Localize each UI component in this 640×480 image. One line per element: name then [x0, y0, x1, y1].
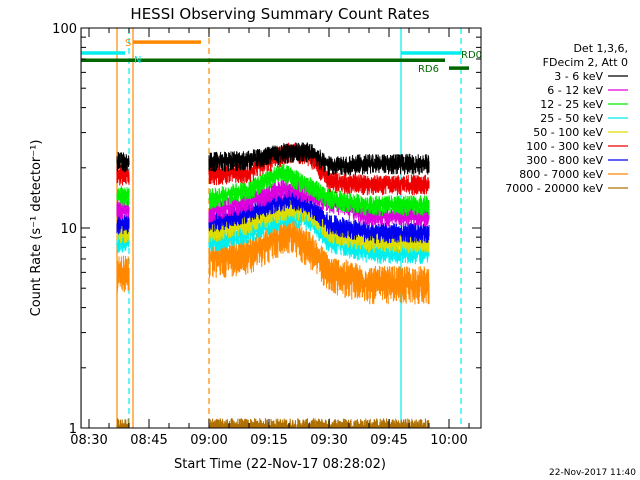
- x-tick-label: 09:15: [250, 433, 287, 448]
- chart-title: HESSI Observing Summary Count Rates: [130, 5, 429, 23]
- series-line: [208, 206, 430, 265]
- x-tick-label: 09:45: [370, 433, 407, 448]
- series-line: [208, 163, 430, 217]
- series-line: [208, 418, 430, 428]
- y-tick-label: 1: [69, 422, 77, 437]
- flag-label-rd0: RD0: [461, 50, 482, 61]
- legend-label: 800 - 7000 keV: [519, 168, 603, 181]
- legend-label: 25 - 50 keV: [540, 112, 603, 125]
- x-tick-label: 10:00: [430, 433, 467, 448]
- x-tick-label: 09:30: [310, 433, 347, 448]
- flag-label-rd6: RD6: [418, 64, 439, 75]
- legend-label: 7000 - 20000 keV: [505, 182, 603, 195]
- legend-label: 12 - 25 keV: [540, 98, 603, 111]
- timestamp: 22-Nov-2017 11:40: [549, 468, 636, 478]
- series-line: [208, 142, 430, 176]
- legend-header: Det 1,3,6,: [573, 42, 628, 55]
- legend-label: 300 - 800 keV: [526, 154, 603, 167]
- series-line: [116, 151, 130, 173]
- flag-label-saa: S: [125, 38, 131, 49]
- legend-label: 50 - 100 keV: [533, 126, 603, 139]
- y-tick-label: 10: [60, 222, 77, 237]
- x-axis: 08:30 08:45 09:00 09:15 09:30 09:45 10:00: [70, 28, 470, 448]
- series-line: [208, 216, 430, 305]
- x-tick-label: 08:30: [70, 433, 107, 448]
- series-line: [116, 214, 130, 235]
- plot-area: SN RD0 RD6: [81, 28, 482, 428]
- legend-label: 100 - 300 keV: [526, 140, 603, 153]
- x-tick-label: 09:00: [190, 433, 227, 448]
- series-line: [116, 255, 130, 293]
- legend-label: 6 - 12 keV: [547, 84, 603, 97]
- y-axis-label: Count Rate (s⁻¹ detector⁻¹): [29, 140, 44, 317]
- y-axis: 1 10 100: [52, 22, 481, 437]
- legend-header: FDecim 2, Att 0: [543, 56, 628, 69]
- flag-label-night: N: [134, 55, 141, 66]
- series-line: [116, 418, 130, 428]
- legend-label: 3 - 6 keV: [554, 70, 603, 83]
- x-tick-label: 08:45: [130, 433, 167, 448]
- x-axis-label: Start Time (22-Nov-17 08:28:02): [174, 457, 386, 472]
- series-line: [116, 185, 130, 207]
- y-tick-label: 100: [52, 22, 77, 37]
